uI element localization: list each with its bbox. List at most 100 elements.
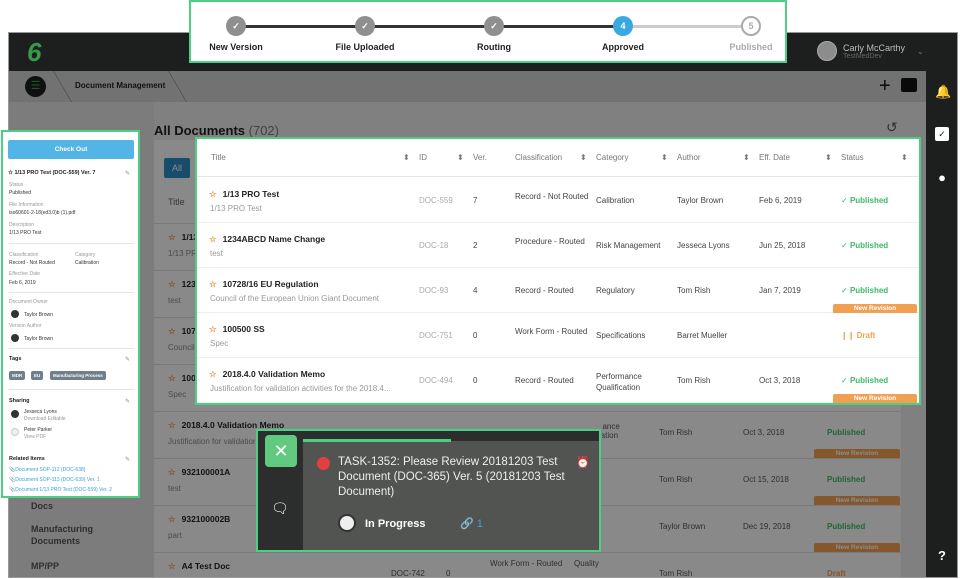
history-icon[interactable]: ↺ (886, 119, 898, 135)
star-icon[interactable]: ☆ (168, 420, 176, 430)
chat-icon[interactable]: ● (938, 170, 946, 185)
filter-all-button[interactable]: All (164, 158, 190, 178)
row-title[interactable]: ☆ 932100002B (168, 514, 230, 525)
related-item[interactable]: 📎Document SOP-113 (DOC-639) Ver. 1 (9, 477, 100, 483)
row-title[interactable]: ☆ A4 Test Doc (168, 561, 230, 572)
breadcrumb-current[interactable]: Document Management (75, 81, 166, 90)
check-icon: ✓ (841, 376, 850, 385)
star-icon[interactable]: ☆ (209, 234, 217, 244)
sort-icon[interactable]: ⬍ (580, 153, 587, 162)
edit-icon[interactable]: ✎ (125, 457, 131, 463)
column-header-id[interactable]: ID (419, 153, 427, 162)
cell-classification: Work Form - Routed (490, 559, 563, 568)
table-row[interactable]: ☆ 1/13 PRO Test 1/13 PRO Test DOC-559 7 Recor… (197, 178, 919, 223)
star-icon[interactable]: ☆ (209, 324, 217, 334)
alarm-clock-icon[interactable]: ⏰ (576, 457, 590, 469)
tag[interactable]: Manufacturing Process (50, 371, 106, 380)
column-header-category[interactable]: Category (596, 153, 629, 162)
column-header-effdate[interactable]: Eff. Date (759, 153, 790, 162)
chevron-down-icon[interactable]: ⌄ (917, 46, 924, 56)
sort-icon[interactable]: ⬍ (661, 153, 668, 162)
notification-body[interactable]: TASK-1352: Please Review 20181203 Test D… (303, 431, 599, 550)
help-icon[interactable]: ? (938, 548, 946, 563)
logo[interactable]: 6 (27, 37, 42, 67)
row-title[interactable]: ☆ 1/13 PRO Test (168, 232, 195, 243)
star-icon[interactable]: ☆ (168, 326, 176, 336)
check-icon[interactable]: ✓ (226, 16, 246, 36)
edit-icon[interactable]: ✎ (125, 399, 131, 405)
link-count[interactable]: 🔗 1 (460, 517, 483, 530)
table-row[interactable]: ☆ 100500 SS Spec DOC-751 0 Work Form - Routed… (197, 313, 919, 358)
sort-icon[interactable]: ⬍ (825, 153, 832, 162)
star-icon[interactable]: ☆ (168, 514, 176, 524)
star-icon[interactable]: ☆ (209, 279, 217, 289)
cell-date: Feb 6, 2019 (759, 196, 802, 205)
column-header-status[interactable]: Status (841, 153, 864, 162)
check-icon[interactable]: ✓ (355, 16, 375, 36)
column-header-classification[interactable]: Classification (515, 153, 563, 162)
star-icon[interactable]: ☆ (209, 189, 217, 199)
star-icon[interactable]: ☆ (168, 279, 176, 289)
row-title[interactable]: ☆ 10728/16 EU Regulation (209, 279, 319, 290)
related-item[interactable]: 📎Document 1/13 PRO Test (DOC-559) Ver. 2 (9, 487, 112, 493)
nav-item-docs[interactable]: Docs (31, 501, 54, 511)
cell-category: Regulatory (596, 286, 635, 295)
star-icon[interactable]: ☆ (8, 170, 13, 176)
file-value[interactable]: iso60601-2-18(ed3.0)b (1).pdf (9, 210, 76, 216)
sort-icon[interactable]: ⬍ (403, 153, 410, 162)
task-text[interactable]: TASK-1352: Please Review 20181203 Test D… (338, 456, 565, 498)
row-title[interactable]: ☆ 932100001A (168, 467, 230, 478)
table-row[interactable]: ☆ 2018.4.0 Validation Memo Justification f… (154, 411, 901, 459)
close-icon[interactable]: ✕ (265, 435, 297, 467)
user-menu[interactable]: Carly McCarthy TestMedDev ⌄ (817, 41, 924, 61)
cell-classification: Record - Routed (515, 376, 574, 385)
column-header-author[interactable]: Author (677, 153, 701, 162)
row-title[interactable]: ☆ 1234ABCD Name Change (209, 234, 325, 245)
star-icon[interactable]: ☆ (168, 561, 176, 571)
nav-item-manufacturing-documents[interactable]: Manufacturing Documents (31, 524, 93, 546)
tag[interactable]: MDR (9, 371, 26, 380)
column-header-title[interactable]: Title (211, 153, 226, 162)
row-title[interactable]: ☆ 2018.4.0 Validation Memo (209, 369, 325, 380)
tag[interactable]: EU (31, 371, 44, 380)
cell-status: ✓ Published (841, 286, 888, 295)
plus-icon[interactable]: + (879, 75, 891, 97)
star-icon[interactable]: ☆ (168, 232, 176, 242)
cell-date: Jun 25, 2018 (759, 241, 806, 250)
printer-icon[interactable] (901, 78, 917, 92)
row-title[interactable]: ☆ 1234ABCD Name Change (168, 279, 195, 290)
row-title[interactable]: ☆ 1/13 PRO Test (209, 189, 279, 200)
cell-ver: 0 (473, 376, 478, 385)
edit-icon[interactable]: ✎ (125, 171, 131, 177)
table-row[interactable]: ☆ 1234ABCD Name Change test DOC-18 2 Procedur… (197, 223, 919, 268)
clipboard-check-icon[interactable]: ✓ (935, 127, 949, 141)
check-out-button[interactable]: Check Out (8, 140, 134, 159)
menu-icon[interactable]: ☰ (25, 76, 46, 97)
table-row[interactable]: ☆ 2018.4.0 Validation Memo Justification f… (197, 358, 919, 403)
step-circle[interactable]: 4 (613, 16, 633, 36)
star-icon[interactable]: ☆ (168, 467, 176, 477)
chat-icon[interactable]: 🗨 (271, 500, 289, 516)
step-circle[interactable]: 5 (741, 16, 761, 36)
sort-icon[interactable]: ⬍ (743, 153, 750, 162)
share-name: Peter Parker (24, 427, 53, 433)
related-item[interactable]: 📎Document SOP-112 (DOC-638) (9, 467, 86, 473)
table-row[interactable]: ☆ A4 Test Doc DOC-742 0 Work Form - Routed Qu… (154, 552, 901, 579)
sort-icon[interactable]: ⬍ (457, 153, 464, 162)
star-icon[interactable]: ☆ (168, 373, 176, 383)
star-icon[interactable]: ☆ (209, 369, 217, 379)
edit-icon[interactable]: ✎ (125, 357, 131, 363)
sort-icon[interactable]: ⬍ (901, 153, 908, 162)
nav-item-mp-pp[interactable]: MP/PP (31, 561, 60, 571)
related-item-text: Document SOP-112 (DOC-638) (15, 467, 86, 473)
row-title[interactable]: ☆ 2018.4.0 Validation Memo (168, 420, 284, 431)
row-title[interactable]: ☆ 100500 SS (168, 373, 195, 384)
file-label: File Information (9, 202, 44, 208)
row-title[interactable]: ☆ 100500 SS (209, 324, 265, 335)
bell-icon[interactable]: 🔔 (935, 84, 952, 99)
row-subtitle: test (168, 484, 181, 493)
column-header-ver[interactable]: Ver. (473, 153, 487, 162)
check-icon[interactable]: ✓ (484, 16, 504, 36)
row-title[interactable]: ☆ 10728/16 EU Regulation (168, 326, 195, 337)
table-row[interactable]: ☆ 10728/16 EU Regulation Council of the Eu… (197, 268, 919, 313)
